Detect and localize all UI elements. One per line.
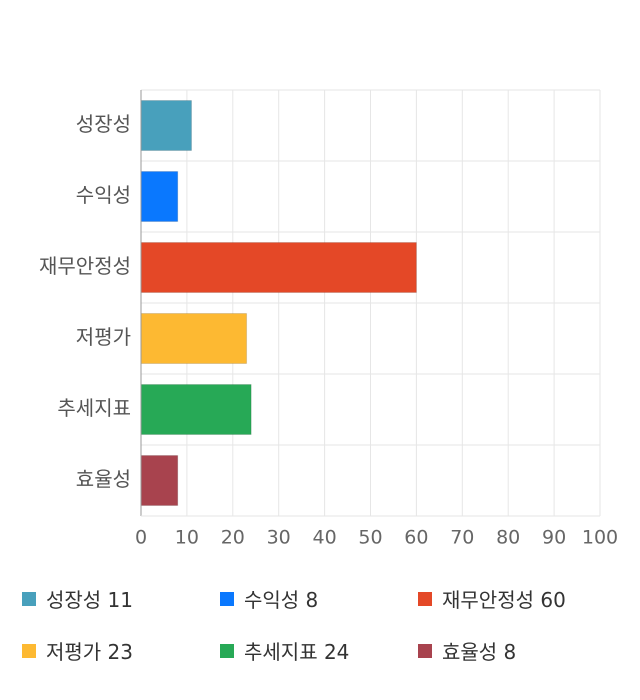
legend-label: 저평가 23 xyxy=(46,640,134,664)
bar xyxy=(140,455,179,506)
x-tick-label: 70 xyxy=(450,527,474,549)
x-tick-label: 30 xyxy=(267,527,291,549)
bar xyxy=(140,242,417,293)
x-tick-label: 90 xyxy=(542,527,566,549)
x-tick-label: 20 xyxy=(221,527,245,549)
x-tick-label: 80 xyxy=(496,527,520,549)
legend-label: 수익성 8 xyxy=(244,588,319,612)
legend-swatch xyxy=(220,643,234,658)
legend-swatch xyxy=(22,591,36,606)
y-tick-label: 재무안정성 xyxy=(39,254,131,278)
legend-label: 추세지표 24 xyxy=(244,640,350,664)
legend-item-growth[interactable]: 성장성 11 xyxy=(22,584,133,613)
y-tick-label: 효율성 xyxy=(76,467,131,491)
x-tick-label: 100 xyxy=(582,527,618,549)
legend-item-efficiency[interactable]: 효율성 8 xyxy=(418,636,516,665)
legend-item-trend[interactable]: 추세지표 24 xyxy=(220,636,349,665)
y-tick-label: 성장성 xyxy=(76,112,131,136)
legend-label: 재무안정성 60 xyxy=(442,588,566,612)
y-tick-label: 추세지표 xyxy=(57,396,131,420)
legend-swatch xyxy=(220,591,234,606)
x-tick-label: 60 xyxy=(404,527,428,549)
bar xyxy=(140,100,192,151)
x-tick-label: 40 xyxy=(313,527,337,549)
x-tick-label: 0 xyxy=(135,527,147,549)
bar xyxy=(140,313,248,364)
legend-swatch xyxy=(22,643,36,658)
legend-item-profitability[interactable]: 수익성 8 xyxy=(220,584,318,613)
legend-item-stability[interactable]: 재무안정성 60 xyxy=(418,584,566,613)
legend-swatch xyxy=(418,591,432,606)
x-tick-label: 50 xyxy=(358,527,382,549)
bar xyxy=(140,384,252,435)
legend-swatch xyxy=(418,643,432,658)
y-tick-label: 저평가 xyxy=(76,325,131,349)
legend-item-undervalued[interactable]: 저평가 23 xyxy=(22,636,133,665)
x-tick-label: 10 xyxy=(175,527,199,549)
bar xyxy=(140,171,179,222)
y-tick-label: 수익성 xyxy=(76,183,131,207)
legend-label: 성장성 11 xyxy=(46,588,134,612)
legend-label: 효율성 8 xyxy=(442,640,517,664)
